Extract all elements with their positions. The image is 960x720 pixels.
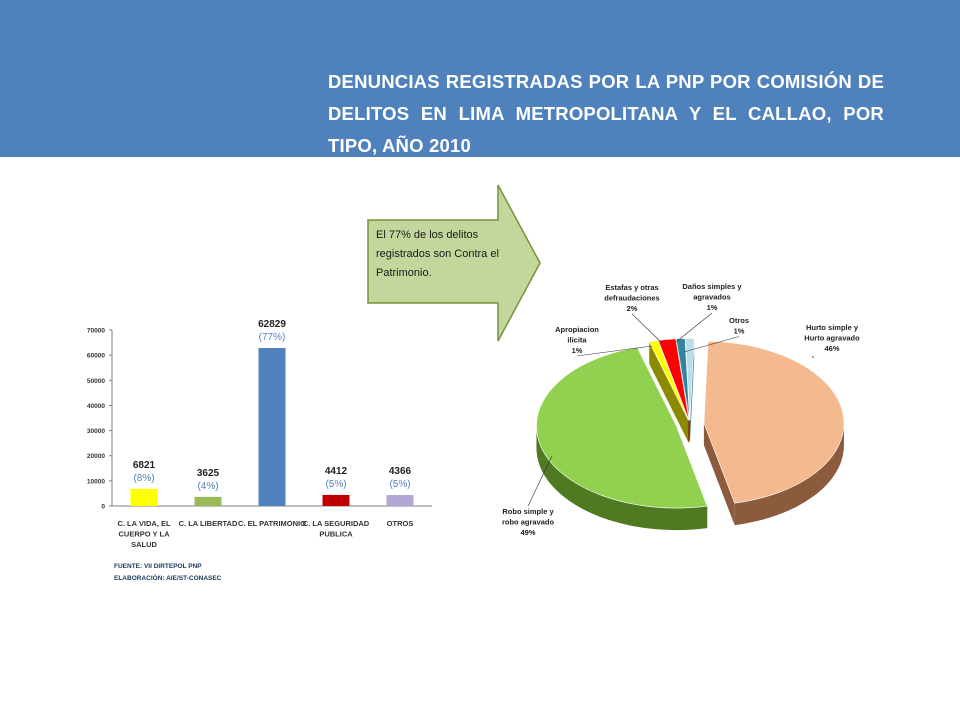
bar-percent-label: (5%): [325, 479, 346, 490]
source-note: FUENTE: VII DIRTEPOL PNP: [114, 563, 202, 570]
bar: [194, 496, 222, 506]
pie-leader-line: [527, 455, 553, 507]
bar: [322, 494, 350, 506]
pie-slice-label: Daños simples y: [682, 282, 742, 291]
pie-slice: [703, 340, 845, 504]
pie-leader-line: [576, 345, 653, 357]
y-tick-label: 0: [101, 504, 105, 511]
pie-slice-label: agravados: [693, 293, 731, 302]
pie-leader-line: [811, 355, 815, 359]
callout-arrow: [367, 184, 541, 342]
bar-value-label: 6821: [133, 460, 156, 471]
pie-slice-label: Robo simple y: [502, 507, 554, 516]
bar-value-label: 4412: [325, 466, 348, 477]
pie-slice-label: defraudaciones: [604, 294, 659, 303]
pie-slice-rim: [536, 426, 708, 531]
header-band: [0, 0, 960, 157]
elaboration-note: ELABORACIÓN: AIE/ST-CONASEC: [114, 575, 222, 582]
bar-value-label: 3625: [197, 468, 220, 479]
pie-leader-line: [683, 336, 740, 353]
pie-slice-wall: [703, 423, 735, 526]
pie-slice-rim: [734, 423, 844, 526]
bar-value-label: 4366: [389, 466, 412, 477]
bar-percent-label: (4%): [197, 481, 218, 492]
pie-slice: [536, 347, 708, 509]
pie-slice: [657, 338, 690, 421]
y-tick-label: 30000: [87, 428, 105, 435]
pie-percent-label: 46%: [824, 344, 839, 353]
y-tick-label: 10000: [87, 478, 105, 485]
pie-slice-label: ilicita: [567, 336, 587, 345]
pie-percent-label: 2%: [627, 304, 638, 313]
pie-slice-label: Hurto simple y: [806, 323, 859, 332]
pie-slice-label: Otros: [729, 316, 749, 325]
pie-percent-label: 1%: [707, 303, 718, 312]
y-tick-label: 60000: [87, 353, 105, 360]
y-tick-label: 50000: [87, 378, 105, 385]
bar: [130, 488, 158, 506]
y-tick-label: 70000: [87, 328, 105, 335]
bar: [386, 495, 414, 506]
x-category-label: SALUD: [131, 540, 157, 549]
page-title: DENUNCIAS REGISTRADAS POR LA PNP POR COM…: [328, 71, 884, 156]
bar: [258, 348, 286, 506]
pie-slice-label: Estafas y otras: [605, 283, 658, 292]
x-category-label: C. LA LIBERTAD: [179, 519, 238, 528]
pie-slice: [648, 340, 689, 421]
x-category-label: C. EL PATRIMONIO: [238, 519, 306, 528]
pie-slice: [685, 338, 695, 421]
pie-percent-label: 1%: [734, 327, 745, 336]
bar-percent-label: (8%): [133, 473, 154, 484]
x-category-label: PUBLICA: [319, 530, 353, 539]
pie-slice-label: Apropiacion: [555, 325, 599, 334]
pie-leader-line: [675, 312, 713, 343]
y-tick-label: 20000: [87, 453, 105, 460]
pie-leader-line: [631, 313, 663, 344]
x-category-label: CUERPO Y LA: [119, 530, 171, 539]
pie-percent-label: 1%: [572, 346, 583, 355]
y-tick-label: 40000: [87, 403, 105, 410]
pie-slice-label: robo agravado: [502, 518, 555, 527]
pie-slice-label: Hurto agravado: [804, 334, 860, 343]
x-category-label: C. LA SEGURIDAD: [303, 519, 370, 528]
pie-percent-label: 49%: [520, 528, 535, 537]
pie-slice-wall: [649, 341, 689, 443]
x-category-label: OTROS: [387, 519, 414, 528]
x-category-label: C. LA VIDA, EL: [117, 519, 170, 528]
pie-label: Otros 1%: [729, 316, 749, 336]
callout-text: El 77% de los delitos registrados son Co…: [376, 229, 499, 279]
bar-percent-label: (77%): [259, 332, 286, 343]
bar-percent-label: (5%): [389, 479, 410, 490]
bar-value-label: 62829: [258, 319, 286, 330]
